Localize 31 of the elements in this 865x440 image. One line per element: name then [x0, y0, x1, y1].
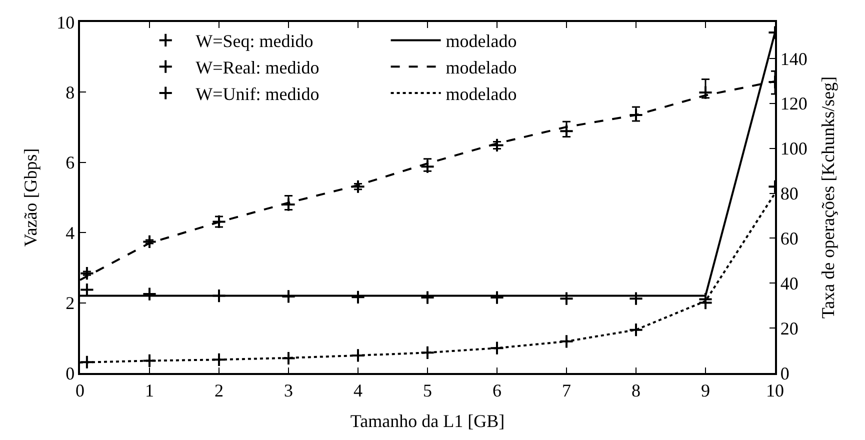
- y-tick-label: 4: [66, 222, 75, 243]
- y-tick-label: 8: [66, 82, 75, 102]
- y2-tick-label: 140: [780, 48, 808, 69]
- legend-label: W=Seq: medido: [196, 31, 314, 52]
- y2-tick-label: 100: [780, 138, 808, 159]
- x-tick-label: 4: [354, 380, 362, 400]
- legend-label: modelado: [446, 84, 517, 104]
- y-axis-title: Vazão [Gbps]: [20, 148, 40, 247]
- y2-axis-title: Taxa de operações [Kchunks/seg]: [818, 76, 838, 319]
- y-tick-label: 10: [56, 12, 75, 32]
- y-tick-label: 0: [66, 363, 75, 384]
- y2-tick-label: 60: [780, 228, 798, 249]
- x-tick-label: 6: [492, 380, 502, 400]
- y-tick-label: 2: [66, 293, 75, 314]
- x-tick-label: 1: [145, 380, 154, 400]
- x-tick-label: 8: [632, 380, 640, 400]
- x-tick-label: 7: [562, 380, 571, 400]
- x-tick-label: 2: [214, 380, 224, 400]
- x-tick-label: 9: [701, 380, 710, 400]
- y2-tick-label: 20: [780, 318, 798, 338]
- legend-label: W=Real: medido: [196, 58, 320, 78]
- legend-label: modelado: [446, 58, 517, 78]
- x-axis-title: Tamanho da L1 [GB]: [350, 410, 505, 431]
- y2-tick-label: 80: [780, 184, 798, 204]
- legend-label: modelado: [446, 31, 517, 52]
- y2-tick-label: 120: [780, 94, 808, 114]
- x-tick-label: 5: [423, 380, 432, 400]
- y-tick-label: 6: [66, 152, 75, 173]
- y2-tick-label: 40: [780, 273, 798, 294]
- legend-label: W=Unif: medido: [196, 84, 320, 104]
- x-tick-label: 3: [284, 380, 293, 400]
